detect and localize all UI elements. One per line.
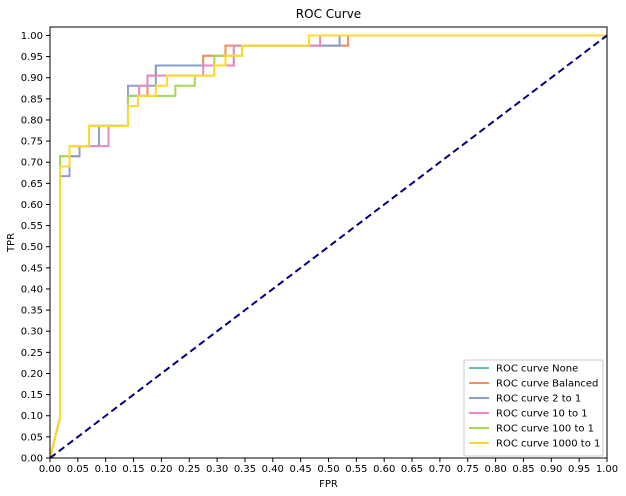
x-tick-label: 0.15 — [122, 464, 144, 475]
x-tick-label: 0.70 — [429, 464, 451, 475]
x-tick-label: 0.55 — [345, 464, 367, 475]
x-tick-label: 0.95 — [568, 464, 590, 475]
x-tick-label: 0.25 — [178, 464, 200, 475]
x-tick-label: 0.50 — [317, 464, 339, 475]
y-axis-label: TPR — [6, 233, 17, 253]
x-axis-label: FPR — [319, 479, 338, 490]
x-tick-label: 0.85 — [512, 464, 534, 475]
y-tick-label: 0.30 — [21, 327, 43, 338]
x-tick-label: 0.05 — [67, 464, 89, 475]
series-line-6 — [50, 34, 607, 458]
legend-label: ROC curve 100 to 1 — [496, 424, 594, 435]
y-tick-label: 0.00 — [21, 454, 43, 465]
y-tick-label: 0.10 — [21, 411, 43, 422]
y-tick-label: 0.35 — [21, 306, 43, 317]
plot-area — [50, 34, 607, 458]
y-tick-label: 0.85 — [21, 94, 43, 105]
chart-title: ROC Curve — [296, 7, 361, 21]
y-tick-label: 0.70 — [21, 158, 43, 169]
x-tick-label: 0.30 — [206, 464, 228, 475]
legend-label: ROC curve 1000 to 1 — [496, 439, 600, 450]
x-tick-label: 0.65 — [401, 464, 423, 475]
y-tick-label: 0.50 — [21, 242, 43, 253]
x-tick-label: 0.80 — [484, 464, 506, 475]
y-tick-label: 0.15 — [21, 390, 43, 401]
x-tick-label: 0.20 — [150, 464, 172, 475]
y-tick-label: 0.40 — [21, 284, 43, 295]
legend-box — [463, 359, 604, 457]
x-tick-label: 0.90 — [540, 464, 562, 475]
y-tick-label: 0.95 — [21, 52, 43, 63]
legend-label: ROC curve 10 to 1 — [496, 409, 588, 420]
x-tick-label: 0.75 — [457, 464, 479, 475]
y-tick-label: 0.60 — [21, 200, 43, 211]
x-tick-label: 0.45 — [290, 464, 312, 475]
y-tick-label: 1.00 — [21, 31, 43, 42]
x-tick-label: 1.00 — [596, 464, 618, 475]
legend: ROC curve None ROC curve Balanced ROC curv… — [463, 359, 604, 457]
reference-diagonal — [50, 34, 607, 458]
y-tick-label: 0.55 — [21, 221, 43, 232]
legend-label: ROC curve 2 to 1 — [496, 394, 581, 405]
legend-label: ROC curve None — [496, 364, 578, 375]
y-tick-label: 0.20 — [21, 369, 43, 380]
x-tick-label: 0.60 — [373, 464, 395, 475]
y-axis: 0.00 0.05 0.10 0.15 0.20 0.25 0.30 0.35 0.40 0.45… — [21, 31, 50, 465]
y-tick-label: 0.80 — [21, 115, 43, 126]
x-tick-label: 0.00 — [39, 464, 61, 475]
x-tick-label: 0.10 — [95, 464, 117, 475]
x-tick-label: 0.35 — [234, 464, 256, 475]
x-axis: 0.00 0.05 0.10 0.15 0.20 0.25 0.30 0.35 0.40 0.45… — [39, 458, 618, 475]
x-tick-label: 0.40 — [262, 464, 284, 475]
y-tick-label: 0.90 — [21, 73, 43, 84]
y-tick-label: 0.75 — [21, 137, 43, 148]
y-tick-label: 0.05 — [21, 432, 43, 443]
y-tick-label: 0.45 — [21, 263, 43, 274]
y-tick-label: 0.65 — [21, 179, 43, 190]
y-tick-label: 0.25 — [21, 348, 43, 359]
legend-label: ROC curve Balanced — [496, 379, 598, 390]
